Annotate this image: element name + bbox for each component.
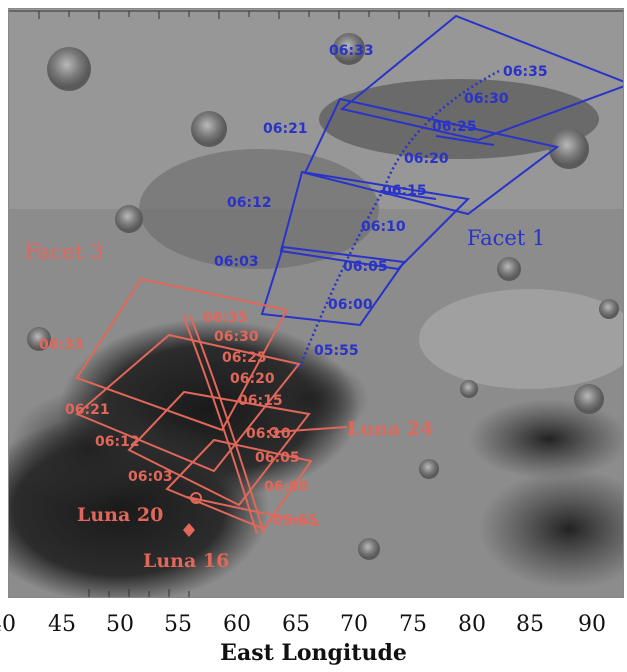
facet1-time-label: 06:10	[361, 219, 406, 235]
x-tick-label: 50	[106, 612, 134, 637]
facet3-time-label: 06:33	[39, 337, 84, 353]
x-tick-label: 70	[340, 612, 368, 637]
facet3-time-label: 06:03	[128, 469, 173, 485]
facet3-time-label: 05:55	[273, 513, 318, 529]
x-tick-label: 45	[48, 612, 76, 637]
facet1-footprint-0625	[435, 135, 495, 146]
x-tick-label: 40	[0, 612, 16, 637]
facet3-footprint-0603	[165, 438, 313, 531]
crater	[460, 380, 478, 398]
facet3-time-label: 06:35	[203, 310, 248, 326]
facet1-time-label: 06:30	[464, 91, 509, 107]
crater	[47, 47, 91, 91]
facet1-footprint-0633	[339, 14, 623, 142]
facet3-footprint-0633	[75, 277, 289, 432]
mare-small	[249, 359, 369, 439]
facet3-time-label: 06:21	[65, 402, 110, 418]
facet3-time-label: 06:20	[230, 371, 275, 387]
facet1-time-label: 06:05	[343, 259, 388, 275]
luna20-label: Luna 20	[77, 504, 163, 526]
crater	[549, 129, 589, 169]
bright-patch-e	[419, 289, 623, 389]
crater	[27, 327, 51, 351]
facet3-time-label: 06:15	[238, 393, 283, 409]
x-tick-label: 55	[164, 612, 192, 637]
bottom-scale-ticks	[88, 589, 190, 597]
crater	[358, 538, 380, 560]
facet3-time-label: 06:12	[95, 434, 140, 450]
crater	[333, 33, 365, 65]
crater	[599, 299, 619, 319]
crater	[574, 384, 604, 414]
facet1-footprint-0603	[260, 245, 406, 327]
facet1-time-label: 06:35	[503, 64, 548, 80]
facet3-ground-track-b	[189, 314, 265, 535]
luna24-marker	[269, 427, 279, 437]
facet1-time-label: 06:00	[328, 297, 373, 313]
facet3-footprint-0555	[186, 496, 320, 526]
facet1-time-label: 06:33	[329, 43, 374, 59]
mare-crisium-edge	[469, 399, 623, 479]
facet3-ground-track-a	[182, 314, 258, 535]
luna20-marker	[190, 492, 202, 504]
facet1-time-label: 06:25	[432, 119, 477, 135]
luna24-pointer	[273, 426, 348, 433]
map-canvas: 06:33 06:35 06:30 06:21 06:25 06:20 06:1…	[9, 9, 623, 597]
facet1-footprints	[260, 14, 623, 327]
facet3-time-label: 06:30	[214, 329, 259, 345]
facet3-footprints	[75, 277, 320, 531]
facet1-time-label: 06:03	[214, 254, 259, 270]
luna24-label: Luna 24	[347, 418, 433, 440]
top-scale-ticks	[9, 10, 623, 19]
x-tick-label: 75	[399, 612, 427, 637]
facet3-time-label: 06:10	[246, 426, 291, 442]
facet3-label: Facet 3	[25, 240, 103, 264]
facet3-footprint-0621	[75, 333, 301, 473]
facet1-time-label: 05:55	[314, 343, 359, 359]
facet1-time-label: 06:21	[263, 121, 308, 137]
facet1-time-label: 06:12	[227, 195, 272, 211]
mare-east	[479, 469, 623, 589]
crater	[115, 205, 143, 233]
crater	[497, 257, 521, 281]
x-tick-label: 80	[458, 612, 486, 637]
facet1-footprint-0621	[303, 97, 560, 216]
x-tick-label: 60	[223, 612, 251, 637]
mare-west	[9, 389, 169, 509]
facet3-time-label: 06:05	[255, 450, 300, 466]
crater	[191, 111, 227, 147]
facet1-footprint-0615	[379, 190, 437, 200]
x-axis-title: East Longitude	[220, 640, 407, 666]
luna16-marker	[183, 523, 195, 537]
dark-patch-center	[139, 149, 379, 269]
x-tick-label: 85	[516, 612, 544, 637]
facet3-time-label: 06:25	[222, 350, 267, 366]
facet3-footprint-0612	[127, 390, 311, 507]
luna16-label: Luna 16	[143, 550, 229, 572]
lunar-map: 06:33 06:35 06:30 06:21 06:25 06:20 06:1…	[8, 8, 624, 598]
facet1-time-label: 06:15	[382, 183, 427, 199]
x-tick-label: 90	[578, 612, 606, 637]
x-tick-label: 65	[282, 612, 310, 637]
crater	[419, 459, 439, 479]
facet1-ground-track	[297, 69, 500, 370]
dark-patch-ne	[319, 79, 599, 159]
facet3-time-label: 06:00	[264, 479, 309, 495]
facet1-time-label: 06:20	[404, 151, 449, 167]
facet1-label: Facet 1	[467, 226, 545, 250]
